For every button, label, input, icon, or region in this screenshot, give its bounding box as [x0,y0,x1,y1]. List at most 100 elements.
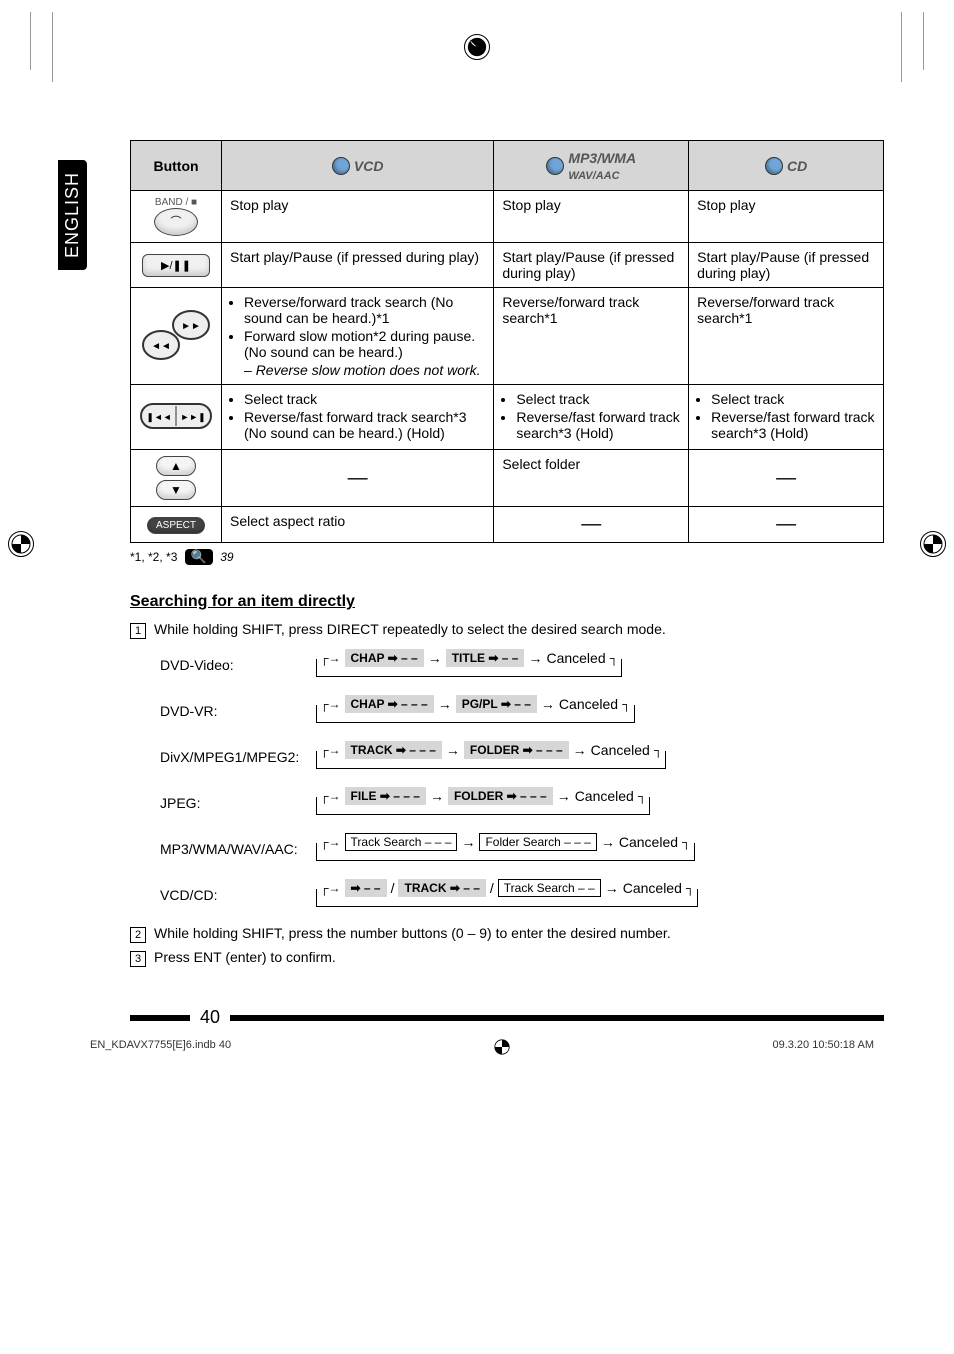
band-stop-label: BAND / ■ [139,197,213,208]
search-label: DivX/MPEG1/MPEG2: [160,749,320,765]
search-flow: ┌→➡ – – / TRACK ➡ – – / Track Search – –… [320,879,694,897]
search-flow: ┌→Track Search – – –→Folder Search – – –… [320,833,691,851]
band-button-icon: ⌒ [154,208,198,236]
cell-empty: — [689,450,884,507]
cell: Reverse/forward track search*1 [494,288,689,385]
disc-icon [332,157,350,175]
col-header-vcd: VCD [222,141,494,191]
step-number: 2 [130,927,146,943]
cell: Reverse/forward track search (No sound c… [222,288,494,385]
mode-chip: TRACK ➡ – – [398,879,485,897]
mode-chip: FOLDER ➡ – – – [448,787,553,805]
arrow-icon: → [573,742,587,758]
step-2: 2 While holding SHIFT, press the number … [130,925,884,943]
play-pause-button-icon: ▶/❚❚ [142,254,210,277]
loop-end-icon: ┐ [622,697,631,711]
footer-right: 09.3.20 10:50:18 AM [772,1039,874,1058]
cell: Stop play [494,191,689,243]
search-label: MP3/WMA/WAV/AAC: [160,841,320,857]
loop-end-icon: ┐ [638,789,647,803]
cell: Reverse/forward track search*1 [689,288,884,385]
footer-left: EN_KDAVX7755[E]6.indb 40 [90,1039,231,1058]
crop-mark [52,12,80,82]
cell: Start play/Pause (if pressed during play… [689,243,884,288]
vcd-label: VCD [354,158,384,174]
svg-text:❚◄◄: ❚◄◄ [146,412,171,423]
list-item: Select track [516,391,680,407]
loop-start-icon: ┌→ [320,743,341,757]
loop-start-icon: ┌→ [320,651,341,665]
search-flow: ┌→CHAP ➡ – –→TITLE ➡ – –→Canceled ┐ [320,649,618,667]
search-flow: ┌→TRACK ➡ – – –→FOLDER ➡ – – –→Canceled … [320,741,662,759]
arrow-icon: → [428,650,442,666]
svg-text:◄◄: ◄◄ [151,341,171,352]
search-mode-list: DVD-Video:┌→CHAP ➡ – –→TITLE ➡ – –→Cance… [160,649,884,911]
mode-chip: TITLE ➡ – – [446,649,525,667]
registration-mark [920,531,946,557]
arrow-icon: → [541,696,555,712]
page-number: 40 [190,1007,230,1028]
mode-chip: Track Search – – [498,879,601,897]
mode-chip: ➡ – – [345,879,387,897]
search-label: VCD/CD: [160,887,320,903]
mode-chip: CHAP ➡ – – – [345,695,434,713]
mp3-sub-label: WAV/AAC [568,170,619,182]
canceled-label: Canceled [619,834,678,850]
footnote-refs: *1, *2, *3 [130,550,177,564]
cd-label: CD [787,158,807,174]
canceled-label: Canceled [575,788,634,804]
note-text: Reverse slow motion does not work. [256,362,481,378]
section-heading: Searching for an item directly [130,593,884,611]
list-item: Forward slow motion*2 during pause. (No … [244,328,485,360]
page-number-bar: 40 [130,1007,884,1028]
loop-start-icon: ┌→ [320,697,341,711]
search-row: JPEG:┌→FILE ➡ – – –→FOLDER ➡ – – –→Cance… [160,787,884,819]
search-row: MP3/WMA/WAV/AAC:┌→Track Search – – –→Fol… [160,833,884,865]
canceled-label: Canceled [591,742,650,758]
list-item: Select track [711,391,875,407]
col-header-mp3: MP3/WMA WAV/AAC [494,141,689,191]
cell: Stop play [689,191,884,243]
arrow-icon: → [601,834,615,850]
aspect-button-icon: ASPECT [147,517,205,534]
registration-mark [8,531,34,557]
loop-end-icon: ┐ [654,743,663,757]
search-label: DVD-Video: [160,657,320,673]
cell: Select folder [494,450,689,507]
loop-end-icon: ┐ [610,651,619,665]
search-row: DVD-VR:┌→CHAP ➡ – – –→PG/PL ➡ – –→Cancel… [160,695,884,727]
list-item: Reverse/fast forward track search*3 (Hol… [711,409,875,441]
mode-chip: Track Search – – – [345,833,458,851]
separator: / [391,880,395,896]
mode-chip: TRACK ➡ – – – [345,741,442,759]
cell-empty: — [494,507,689,543]
cell: Start play/Pause (if pressed during play… [222,243,494,288]
cell-empty: — [689,507,884,543]
arrow-icon: → [605,880,619,896]
search-row: DVD-Video:┌→CHAP ➡ – –→TITLE ➡ – –→Cance… [160,649,884,681]
loop-start-icon: ┌→ [320,881,341,895]
search-flow: ┌→FILE ➡ – – –→FOLDER ➡ – – –→Canceled ┐ [320,787,646,805]
cell: Stop play [222,191,494,243]
footnote-page: 39 [220,550,233,564]
magnifier-icon: 🔍 [185,549,213,565]
list-item: Reverse/fast forward track search*3 (No … [244,409,485,441]
footer: EN_KDAVX7755[E]6.indb 40 09.3.20 10:50:1… [90,1039,874,1058]
cell-empty: — [222,450,494,507]
step-number: 3 [130,951,146,967]
arrow-icon: → [461,834,475,850]
cell: Select track Reverse/fast forward track … [222,385,494,450]
cell: Select track Reverse/fast forward track … [494,385,689,450]
mp3-label: MP3/WMA [568,150,636,166]
arrow-icon: → [557,788,571,804]
step-text: While holding SHIFT, press the number bu… [154,925,671,941]
button-cell: ❚◄◄ ►►❚ [131,385,222,450]
step-number: 1 [130,623,146,639]
step-text: Press ENT (enter) to confirm. [154,949,336,965]
list-item: Reverse/fast forward track search*3 (Hol… [516,409,680,441]
footnote: *1, *2, *3 🔍 39 [130,549,884,565]
registration-mark [464,34,490,60]
arrow-icon: → [430,788,444,804]
step-text: While holding SHIFT, press DIRECT repeat… [154,621,666,637]
search-row: VCD/CD:┌→➡ – – / TRACK ➡ – – / Track Sea… [160,879,884,911]
